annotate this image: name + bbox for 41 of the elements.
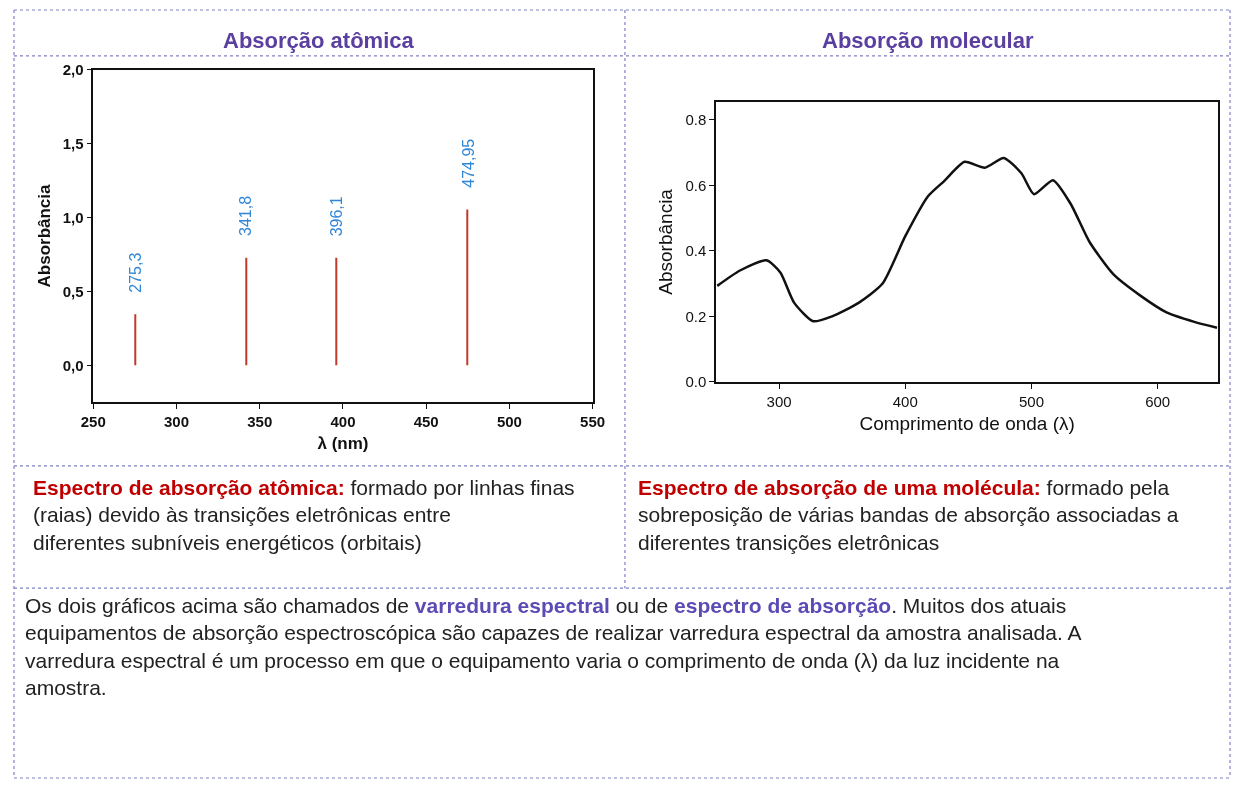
annotation: 341,8: [237, 195, 255, 236]
y-axis-title: Absorbância: [654, 188, 676, 295]
y-tick-label: 1,5: [62, 134, 84, 152]
x-tick-label: 550: [580, 413, 606, 431]
text: espectro de absorção: [674, 594, 892, 617]
text: Espectro de absorção atômica:: [33, 476, 345, 499]
text: varredura espectral: [414, 594, 610, 617]
x-axis-title: Comprimento de onda (λ): [859, 412, 1075, 434]
x-tick-label: 400: [330, 413, 356, 431]
x-tick-label: 450: [413, 413, 439, 431]
y-tick-label: 0.4: [685, 242, 707, 260]
bar: [245, 257, 248, 366]
y-tick-label: 0,5: [62, 282, 84, 300]
text: Espectro de absorção de uma molécula:: [638, 476, 1041, 499]
y-tick-label: 0.8: [685, 111, 707, 129]
y-tick-label: 0.0: [685, 373, 707, 391]
text: ou de: [615, 594, 669, 617]
x-axis-title: λ (nm): [317, 433, 369, 453]
bar: [466, 209, 469, 366]
chart-title: Absorção molecular: [822, 28, 1034, 53]
x-tick-label: 500: [1018, 392, 1045, 410]
annotation: 275,3: [127, 252, 145, 293]
x-tick-label: 350: [247, 413, 273, 431]
y-axis-title: Absorbância: [34, 183, 54, 288]
bar: [134, 314, 137, 366]
y-tick-label: 2,0: [62, 60, 84, 78]
x-tick-label: 250: [80, 413, 106, 431]
x-tick-label: 400: [892, 392, 918, 410]
x-tick-label: 300: [766, 392, 792, 410]
annotation: 474,95: [459, 138, 477, 188]
x-tick-label: 500: [496, 413, 522, 431]
text: Os dois gráficos acima são chamados de: [25, 594, 410, 617]
y-tick-label: 0.2: [685, 307, 707, 325]
y-tick-label: 0.6: [685, 176, 707, 194]
x-tick-label: 600: [1145, 392, 1171, 410]
annotation: 396,1: [327, 196, 345, 237]
chart-title: Absorção atômica: [223, 28, 415, 53]
y-tick-label: 1,0: [62, 208, 84, 226]
x-tick-label: 300: [163, 413, 190, 431]
y-tick-label: 0,0: [62, 356, 84, 374]
bar: [335, 257, 338, 366]
